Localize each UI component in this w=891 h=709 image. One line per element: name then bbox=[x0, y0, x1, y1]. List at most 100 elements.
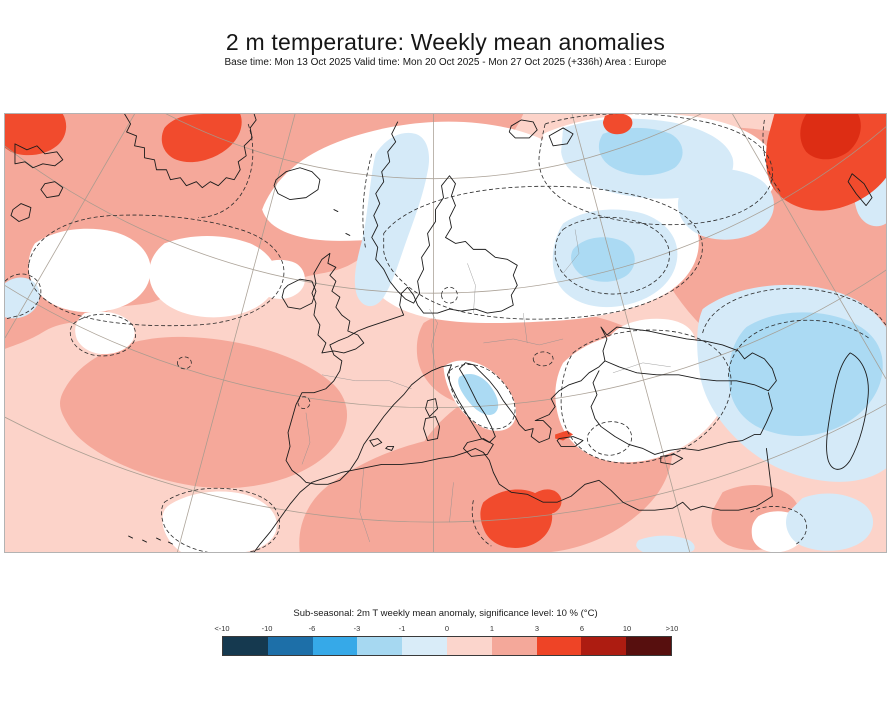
colorbar-tick-label: 0 bbox=[444, 624, 450, 633]
dashed-contour bbox=[762, 119, 781, 192]
colorbar-segment bbox=[357, 637, 403, 655]
country-borders bbox=[301, 229, 671, 543]
legend-title: Sub-seasonal: 2m T weekly mean anomaly, … bbox=[293, 608, 598, 619]
dashed-contour bbox=[441, 286, 458, 304]
coastline-svalbard bbox=[508, 119, 538, 139]
page-title: 2 m temperature: Weekly mean anomalies bbox=[225, 29, 666, 56]
coastline-sicily bbox=[462, 438, 494, 457]
colorbar bbox=[222, 636, 672, 656]
parallel-arc bbox=[5, 269, 886, 408]
border-line bbox=[449, 482, 454, 523]
colorbar-tick-label: -6 bbox=[308, 624, 316, 633]
dashed-contour bbox=[728, 319, 871, 377]
anomaly-regions-plus3-6 bbox=[5, 114, 886, 549]
colorbar-segment bbox=[267, 637, 313, 655]
coastline-scandinavia-baltic bbox=[285, 121, 518, 485]
dashed-contour bbox=[5, 273, 42, 320]
anomaly-regions-plus6-10 bbox=[800, 114, 861, 160]
coastline-crete bbox=[556, 436, 584, 447]
coastline-faroe-shetland bbox=[333, 209, 351, 236]
cold-core-belarus bbox=[571, 237, 635, 282]
anomaly-regions-minus3-1 bbox=[458, 127, 883, 436]
dashed-contour bbox=[449, 364, 516, 430]
dashed-contour bbox=[532, 351, 554, 367]
coastline-ireland bbox=[281, 278, 317, 310]
coastlines bbox=[10, 114, 873, 552]
meridian-line bbox=[5, 114, 135, 339]
colorbar-ticks: <-10 -10 -6 -3 -1 0 1 3 6 10 >10 bbox=[214, 624, 678, 634]
base-valid-time-subtitle: Base time: Mon 13 Oct 2025 Valid time: M… bbox=[224, 57, 667, 68]
dashed-contour bbox=[702, 287, 886, 334]
warm-core-svalbard bbox=[602, 114, 633, 135]
hot-core-ne-russia bbox=[800, 114, 861, 160]
border-line bbox=[301, 412, 311, 465]
coastline-levant-africa bbox=[253, 448, 773, 552]
dashed-contour bbox=[198, 123, 254, 218]
cold-core-caspian bbox=[728, 312, 883, 436]
cool-region-scandinavia bbox=[354, 132, 430, 307]
dashed-contour bbox=[750, 506, 807, 545]
border-line bbox=[321, 374, 412, 389]
coastline-canary-islands bbox=[128, 535, 173, 545]
parallel-arc bbox=[5, 126, 886, 294]
coastline-iceland bbox=[273, 167, 321, 201]
dashed-contour bbox=[560, 329, 732, 464]
neutral-region-atlantic-west-b bbox=[149, 235, 277, 318]
cool-region-barents-b bbox=[677, 168, 774, 240]
coastline-italy bbox=[447, 362, 496, 443]
significance-contours bbox=[5, 114, 886, 552]
coastline-arctic-islands bbox=[14, 143, 64, 169]
coastline-uk bbox=[311, 252, 365, 354]
border-line bbox=[522, 313, 528, 343]
colorbar-tick-label: 1 bbox=[489, 624, 495, 633]
cool-region-left-edge bbox=[5, 277, 40, 319]
map-canvas bbox=[5, 114, 886, 552]
warm-core-top-right-sliver bbox=[868, 114, 886, 136]
neutral-region-nw-africa-coast bbox=[162, 491, 277, 552]
neutral-region-west-of-ireland bbox=[254, 259, 305, 299]
coastline-balearics bbox=[369, 438, 395, 451]
border-line bbox=[467, 263, 476, 314]
dashed-contour bbox=[383, 185, 703, 320]
coastline-cyprus bbox=[660, 453, 684, 465]
coastline-novaya-zemlya bbox=[847, 173, 873, 207]
colorbar-tick-label: >10 bbox=[665, 624, 679, 633]
dashed-contour bbox=[177, 356, 192, 370]
neutral-region-atlantic-tail bbox=[75, 311, 135, 355]
colorbar-tick-label: 10 bbox=[622, 624, 632, 633]
warm-core-top-left-corner bbox=[5, 114, 67, 156]
cold-core-barents bbox=[598, 127, 683, 176]
dashed-contour bbox=[362, 153, 373, 250]
colorbar-tick-label: 3 bbox=[534, 624, 540, 633]
dashed-contour bbox=[161, 487, 280, 552]
parallel-arc bbox=[5, 403, 886, 523]
coastline-arctic-islands bbox=[40, 181, 64, 199]
colorbar-segment bbox=[446, 637, 492, 655]
graticule bbox=[5, 114, 886, 552]
dashed-contour bbox=[538, 114, 773, 226]
coastline-sardinia bbox=[423, 416, 440, 441]
warm-core-morocco-arm bbox=[533, 489, 562, 515]
colorbar-segment bbox=[312, 637, 358, 655]
coastline-arctic-islands bbox=[10, 203, 32, 222]
colorbar-segment bbox=[491, 637, 537, 655]
coastline-greenland bbox=[124, 114, 257, 189]
meridian-line bbox=[177, 114, 296, 552]
dashed-contour bbox=[554, 216, 670, 295]
anomaly-region-mid-atlantic bbox=[60, 336, 348, 489]
meridian-line bbox=[732, 114, 886, 379]
colorbar-tick-label: -3 bbox=[353, 624, 361, 633]
border-line bbox=[429, 308, 438, 369]
colorbar-tick-label: -10 bbox=[261, 624, 273, 633]
dashed-contour bbox=[471, 500, 492, 547]
cool-region-bottom-right bbox=[786, 493, 874, 551]
parallel-arc bbox=[165, 114, 702, 179]
coastline-balkans-greece bbox=[472, 360, 606, 443]
coastline-svalbard bbox=[548, 127, 574, 147]
meridian-line bbox=[571, 114, 691, 552]
coastline-corsica bbox=[425, 398, 438, 418]
colorbar-tick-label: <-10 bbox=[214, 624, 230, 633]
warm-core-greenland-tip bbox=[161, 114, 242, 163]
dashed-contour bbox=[586, 421, 633, 456]
coastline-black-sea bbox=[600, 326, 777, 392]
